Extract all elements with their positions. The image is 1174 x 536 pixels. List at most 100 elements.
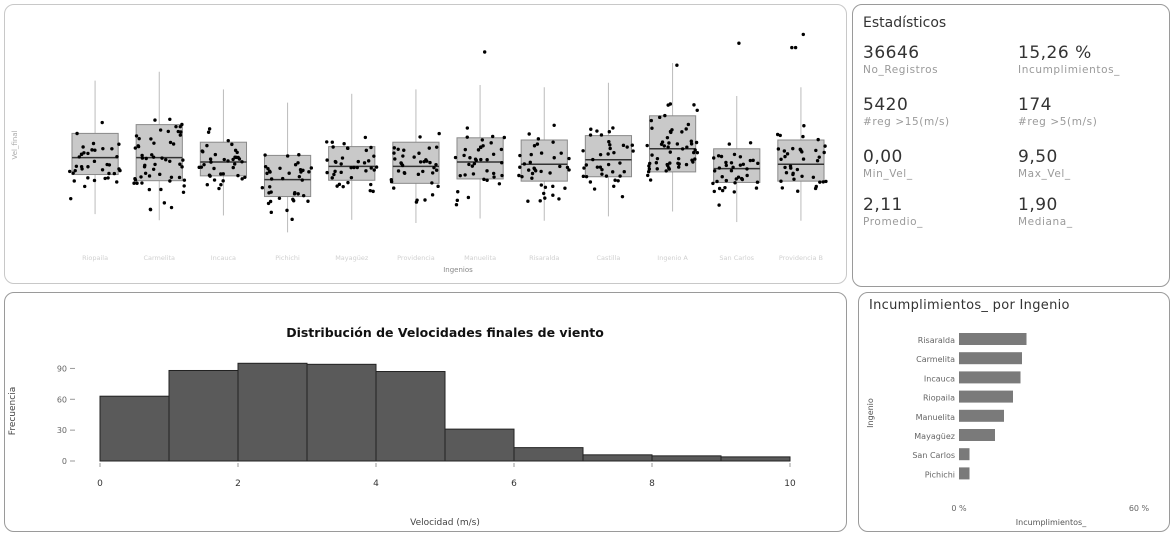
boxplot-point: [392, 151, 396, 155]
boxplot-point: [538, 199, 542, 203]
boxplot-point: [110, 147, 114, 151]
boxplot-point: [647, 164, 651, 168]
boxplot-point: [176, 129, 180, 134]
boxplot-point: [330, 176, 334, 180]
boxplot-point: [462, 153, 466, 158]
boxplot-point: [663, 113, 667, 118]
boxplot-point: [479, 157, 483, 162]
boxplot-point: [197, 165, 201, 170]
boxplot-point: [791, 171, 795, 176]
kpi-card: 5420 #reg >15(m/s): [863, 95, 1013, 128]
incumplimientos-bar: [959, 448, 970, 461]
boxplot-point: [287, 171, 291, 175]
incumplimientos-bar: [959, 371, 1021, 384]
boxplot-point: [712, 156, 716, 160]
boxplot-point: [677, 162, 681, 166]
boxplot-point: [539, 151, 544, 155]
boxplot-category-label: Manuelita: [464, 254, 496, 262]
boxplot-point: [668, 150, 672, 154]
boxplot-point: [738, 155, 743, 159]
boxplot-point: [362, 161, 367, 165]
boxplot-point: [616, 179, 620, 183]
boxplot-point: [297, 174, 302, 179]
boxplot-point: [455, 198, 460, 203]
boxplot-point: [83, 184, 87, 189]
boxplot-point: [649, 118, 653, 123]
boxplot-point: [655, 156, 660, 161]
boxplot-point: [680, 130, 684, 134]
boxplot-point: [466, 195, 471, 200]
boxplot-point: [415, 198, 419, 202]
boxplot-point: [669, 130, 673, 135]
boxplot-point: [100, 120, 104, 125]
boxplot-point: [532, 144, 537, 148]
boxplot-point: [607, 140, 611, 144]
boxplot-point: [788, 164, 793, 168]
boxplot-point: [363, 135, 368, 140]
boxplot-point: [589, 127, 593, 131]
boxplot-point: [489, 141, 493, 145]
incumplimientos-category-label: Riopaila: [923, 394, 955, 403]
histogram-x-tick-label: 2: [235, 479, 241, 489]
boxplot-point: [711, 181, 715, 186]
histogram-x-tick-label: 8: [649, 479, 655, 489]
boxplot-point: [152, 141, 156, 145]
boxplot-point: [219, 172, 223, 176]
boxplot-point: [349, 165, 353, 170]
histogram-y-tick-label: 30: [57, 426, 67, 435]
histogram-panel: Distribución de Velocidades finales de v…: [4, 292, 847, 532]
boxplot-point: [715, 179, 719, 184]
boxplot-point: [263, 153, 267, 157]
histogram-bar: [720, 456, 791, 462]
boxplot-point: [530, 171, 535, 176]
histogram-x-tick-label: 4: [373, 479, 379, 489]
boxplot-point: [729, 161, 734, 165]
boxplot-point: [162, 201, 167, 205]
boxplot-point: [745, 167, 749, 171]
boxplot-point: [143, 163, 147, 167]
kpi-card: 9,50 Max_Vel_: [1018, 147, 1168, 180]
boxplot-point: [150, 153, 154, 157]
histogram-bar: [651, 455, 722, 462]
boxplot-category-label: Providencia B: [779, 254, 823, 262]
boxplot-point: [689, 142, 694, 146]
kpi-card: 0,00 Min_Vel_: [863, 147, 1013, 180]
boxplot-point: [430, 193, 435, 197]
boxplot-point: [182, 184, 186, 188]
incumplimientos-title: Incumplimientos_ por Ingenio: [869, 298, 1070, 313]
boxplot-point: [151, 155, 156, 159]
boxplot-point: [779, 179, 783, 183]
incumplimientos-bar: [959, 333, 1027, 345]
boxplot-point: [222, 157, 226, 162]
boxplot-point: [779, 157, 783, 161]
kpi-value: 174: [1018, 95, 1052, 115]
boxplot-point: [396, 169, 401, 173]
boxplot-point: [666, 103, 670, 107]
boxplot-point: [206, 130, 211, 134]
boxplot-point: [783, 165, 787, 170]
boxplot-point: [795, 167, 800, 172]
boxplot-outlier: [801, 32, 805, 37]
kpi-value: 2,11: [863, 195, 903, 215]
boxplot-point: [392, 146, 396, 150]
boxplot-point: [134, 134, 139, 138]
boxplot-point: [68, 169, 72, 174]
boxplot-point: [434, 168, 439, 172]
boxplot-point: [500, 161, 504, 165]
boxplot-point: [266, 201, 271, 206]
boxplot-point: [723, 185, 727, 190]
boxplot-outlier: [675, 63, 679, 67]
boxplot-point: [520, 174, 524, 179]
boxplot-point: [371, 189, 375, 194]
histogram-bar: [513, 447, 584, 462]
boxplot-category-label: Incauca: [211, 254, 236, 262]
boxplot-point: [468, 156, 472, 160]
boxplot-point: [236, 173, 240, 178]
boxplot-point: [364, 169, 368, 173]
boxplot-point: [178, 162, 182, 166]
kpi-card: 36646 No_Registros: [863, 43, 1013, 76]
boxplot-point: [402, 171, 407, 175]
boxplot-point: [140, 181, 144, 185]
boxplot-point: [427, 146, 431, 150]
boxplot-point: [480, 138, 485, 142]
